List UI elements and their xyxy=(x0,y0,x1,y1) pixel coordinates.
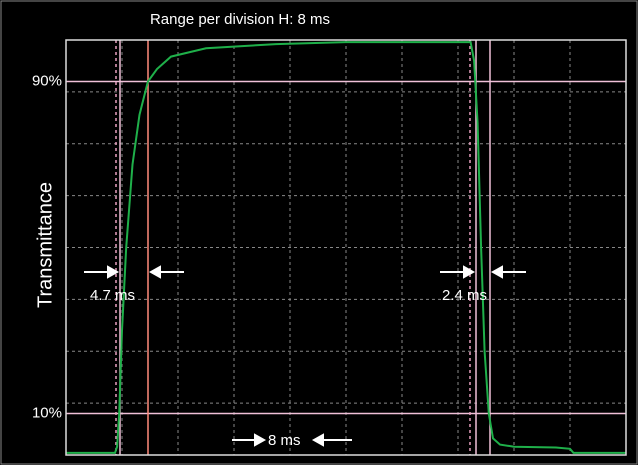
y-tick-label: 10% xyxy=(32,404,62,421)
arrowhead xyxy=(463,265,476,279)
series xyxy=(66,41,626,454)
arrowhead xyxy=(148,265,161,279)
y-axis-label: Transmittance xyxy=(34,182,56,308)
line xyxy=(66,41,626,454)
annotation: 8 ms xyxy=(268,432,301,449)
annotation: 2.4 ms xyxy=(442,287,487,304)
arrowhead xyxy=(254,433,267,447)
annotation: 4.7 ms xyxy=(90,287,135,304)
chart-title: Range per division H: 8 ms xyxy=(150,11,330,28)
arrowhead xyxy=(311,433,324,447)
arrowhead xyxy=(107,265,120,279)
y-tick-label: 90% xyxy=(32,72,62,89)
plot-frame xyxy=(65,39,627,456)
arrows xyxy=(84,265,526,447)
ticks: 10% 90% xyxy=(32,72,626,421)
arrowhead xyxy=(490,265,503,279)
